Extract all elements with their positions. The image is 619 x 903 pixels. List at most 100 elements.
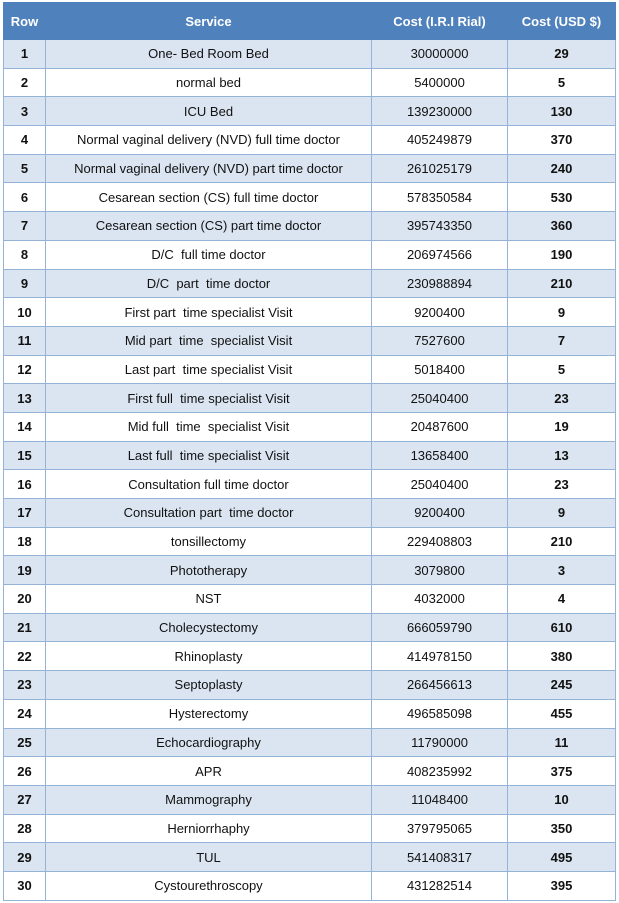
table-row: 5 Normal vaginal delivery (NVD) part time… [3, 153, 616, 184]
cost-rial: 9200400 [371, 297, 508, 327]
service-name: One- Bed Room Bed [45, 39, 372, 69]
service-name: Herniorrhaphy [45, 813, 372, 844]
row-number: 16 [3, 469, 46, 499]
row-number: 13 [3, 383, 46, 413]
row-number: 8 [3, 239, 46, 270]
row-number: 28 [3, 813, 46, 844]
cost-usd: 240 [507, 153, 616, 184]
service-name: NST [45, 584, 372, 614]
service-name: normal bed [45, 67, 372, 98]
row-number: 7 [3, 211, 46, 241]
row-number: 15 [3, 440, 46, 471]
service-name: Mid part time specialist Visit [45, 325, 372, 356]
row-number: 5 [3, 153, 46, 184]
row-number: 21 [3, 612, 46, 643]
service-name: Cesarean section (CS) full time doctor [45, 182, 372, 213]
cost-usd: 380 [507, 641, 616, 672]
service-name: Last part time specialist Visit [45, 354, 372, 385]
table-row: 12 Last part time specialist Visit 5018400… [3, 354, 616, 385]
cost-usd: 23 [507, 469, 616, 499]
row-number: 17 [3, 498, 46, 528]
row-number: 6 [3, 182, 46, 213]
table-row: 27 Mammography 11048400 10 [3, 784, 616, 815]
cost-rial: 666059790 [371, 612, 508, 643]
cost-usd: 370 [507, 125, 616, 155]
cost-rial: 4032000 [371, 584, 508, 614]
service-name: Echocardiography [45, 727, 372, 758]
row-number: 29 [3, 842, 46, 872]
service-name: Last full time specialist Visit [45, 440, 372, 471]
table-row: 4 Normal vaginal delivery (NVD) full time… [3, 125, 616, 155]
header-row: Row Service Cost (I.R.I Rial) Cost (USD … [3, 2, 616, 40]
cost-rial: 25040400 [371, 383, 508, 413]
cost-rial: 578350584 [371, 182, 508, 213]
cost-usd: 3 [507, 555, 616, 586]
service-name: First full time specialist Visit [45, 383, 372, 413]
service-name: Consultation part time doctor [45, 498, 372, 528]
table-body: 1 One- Bed Room Bed 30000000 29 2 normal bed 5… [3, 39, 616, 901]
service-name: Septoplasty [45, 670, 372, 700]
cost-rial: 7527600 [371, 325, 508, 356]
cost-usd: 530 [507, 182, 616, 213]
service-name: Cystourethroscopy [45, 870, 372, 901]
service-name: Mid full time specialist Visit [45, 411, 372, 442]
cost-rial: 30000000 [371, 39, 508, 69]
cost-usd: 395 [507, 870, 616, 901]
cost-usd: 5 [507, 67, 616, 98]
cost-rial: 20487600 [371, 411, 508, 442]
cost-rial: 405249879 [371, 125, 508, 155]
cost-rial: 229408803 [371, 526, 508, 557]
header-cell: Service [45, 2, 372, 40]
cost-usd: 4 [507, 584, 616, 614]
cost-rial: 5018400 [371, 354, 508, 385]
cost-rial: 206974566 [371, 239, 508, 270]
service-name: Cholecystectomy [45, 612, 372, 643]
cost-usd: 5 [507, 354, 616, 385]
cost-rial: 414978150 [371, 641, 508, 672]
cost-usd: 13 [507, 440, 616, 471]
cost-rial: 9200400 [371, 498, 508, 528]
cost-usd: 245 [507, 670, 616, 700]
service-name: Rhinoplasty [45, 641, 372, 672]
cost-rial: 431282514 [371, 870, 508, 901]
row-number: 2 [3, 67, 46, 98]
row-number: 23 [3, 670, 46, 700]
table-row: 13 First full time specialist Visit 250404… [3, 383, 616, 413]
row-number: 14 [3, 411, 46, 442]
header-cell: Row [3, 2, 46, 40]
table-row: 10 First part time specialist Visit 920040… [3, 297, 616, 327]
cost-usd: 495 [507, 842, 616, 872]
cost-usd: 19 [507, 411, 616, 442]
service-name: APR [45, 756, 372, 786]
cost-table: Row Service Cost (I.R.I Rial) Cost (USD … [3, 2, 616, 901]
cost-usd: 9 [507, 297, 616, 327]
row-number: 25 [3, 727, 46, 758]
service-name: Normal vaginal delivery (NVD) part time … [45, 153, 372, 184]
cost-rial: 541408317 [371, 842, 508, 872]
service-name: Normal vaginal delivery (NVD) full time … [45, 125, 372, 155]
cost-rial: 408235992 [371, 756, 508, 786]
row-number: 24 [3, 698, 46, 729]
cost-rial: 25040400 [371, 469, 508, 499]
service-name: TUL [45, 842, 372, 872]
cost-rial: 266456613 [371, 670, 508, 700]
table-row: 30 Cystourethroscopy 431282514 395 [3, 870, 616, 901]
cost-usd: 130 [507, 96, 616, 127]
row-number: 19 [3, 555, 46, 586]
row-number: 9 [3, 268, 46, 299]
service-name: Mammography [45, 784, 372, 815]
row-number: 18 [3, 526, 46, 557]
cost-usd: 360 [507, 211, 616, 241]
cost-usd: 375 [507, 756, 616, 786]
table-row: 20 NST 4032000 4 [3, 584, 616, 614]
service-name: Consultation full time doctor [45, 469, 372, 499]
table-row: 18 tonsillectomy 229408803 210 [3, 526, 616, 557]
table-row: 8 D/C full time doctor 206974566 190 [3, 239, 616, 270]
table-row: 2 normal bed 5400000 5 [3, 67, 616, 98]
table-row: 22 Rhinoplasty 414978150 380 [3, 641, 616, 672]
table-row: 7 Cesarean section (CS) part time doctor 3… [3, 211, 616, 241]
row-number: 11 [3, 325, 46, 356]
table-row: 14 Mid full time specialist Visit 20487600… [3, 411, 616, 442]
cost-rial: 5400000 [371, 67, 508, 98]
